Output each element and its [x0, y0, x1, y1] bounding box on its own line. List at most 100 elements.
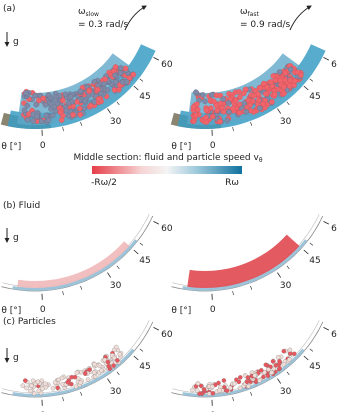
particle — [266, 367, 271, 372]
particle — [29, 383, 34, 389]
bed-bottom — [182, 348, 305, 397]
panel-label: (a) — [3, 4, 16, 14]
particle — [87, 102, 94, 109]
particle — [86, 88, 92, 94]
particle — [265, 373, 271, 379]
annotation-symbol: ω — [78, 7, 86, 17]
minor-tick — [286, 101, 290, 106]
particle — [30, 378, 36, 384]
minor-tick — [116, 101, 120, 106]
particle — [55, 385, 60, 391]
theta-label: θ [°] — [1, 306, 21, 316]
particle — [43, 112, 50, 119]
angle-label: 0 — [210, 411, 216, 412]
particle — [24, 385, 29, 391]
angle-tick — [107, 378, 112, 384]
angle-label: 0 — [210, 141, 216, 151]
particle — [77, 111, 83, 118]
particle — [102, 76, 108, 82]
particle — [30, 118, 36, 124]
particle — [221, 108, 227, 115]
particle — [77, 105, 83, 112]
particle — [232, 97, 239, 104]
particle — [105, 359, 111, 365]
particle — [34, 113, 40, 120]
particle — [287, 66, 294, 73]
angle-tick — [153, 327, 160, 331]
particle — [244, 379, 250, 385]
particle — [252, 373, 258, 378]
fluid-bottom — [182, 239, 308, 291]
panel-label: (c) Particles — [3, 317, 56, 327]
particle — [287, 347, 293, 353]
particle — [275, 354, 281, 360]
particle — [52, 380, 58, 385]
colorbar-max-label: Rω — [225, 178, 239, 188]
particle — [277, 77, 284, 84]
particle — [24, 117, 31, 123]
angle-tick — [277, 272, 282, 278]
particle — [50, 385, 56, 391]
minor-tick — [139, 78, 144, 82]
particle — [32, 92, 38, 99]
angle-tick — [303, 249, 309, 255]
particle — [117, 351, 123, 357]
particle — [42, 102, 49, 108]
particle — [23, 90, 29, 96]
particle — [118, 65, 124, 71]
angle-tick — [133, 85, 139, 91]
annotation-value-line: = 0.9 rad/s — [240, 20, 291, 30]
particle — [246, 383, 251, 389]
particle — [45, 117, 52, 124]
particle — [36, 388, 42, 394]
particle — [40, 386, 45, 391]
angle-tick — [323, 57, 330, 61]
angle-label: 45 — [139, 362, 150, 372]
minor-tick — [232, 397, 234, 402]
minor-tick — [309, 78, 314, 82]
angle-label: 30 — [110, 387, 122, 397]
particle — [259, 368, 264, 373]
particle — [113, 344, 119, 350]
minor-tick — [232, 127, 234, 132]
particle — [237, 385, 243, 391]
angle-label: 30 — [110, 117, 122, 127]
particle — [255, 97, 262, 104]
particle — [232, 381, 237, 387]
angle-label: 45 — [139, 92, 150, 102]
angle-label: 45 — [309, 362, 320, 372]
colorbar-title-main: Middle section: fluid and particle speed… — [74, 153, 260, 163]
angle-label: 45 — [139, 256, 150, 266]
angle-tick — [107, 272, 112, 278]
particle — [78, 380, 83, 385]
particle — [193, 112, 199, 119]
particle — [122, 65, 129, 72]
minor-tick — [62, 291, 64, 296]
particle — [62, 91, 69, 98]
minor-tick — [62, 397, 64, 402]
angle-label: 60 — [331, 224, 337, 234]
angle-label: 0 — [40, 141, 46, 151]
angle-tick — [153, 221, 160, 225]
angle-tick — [277, 108, 282, 114]
particle — [72, 374, 78, 380]
particle — [226, 109, 232, 115]
particle — [251, 93, 257, 99]
fluid-layer — [187, 234, 301, 290]
particle — [21, 107, 28, 113]
particle — [271, 91, 278, 98]
particle — [261, 374, 266, 380]
gravity-label: g — [13, 353, 19, 363]
particle — [82, 371, 88, 376]
particle — [190, 104, 197, 110]
minor-tick — [232, 291, 234, 296]
particle — [70, 112, 76, 118]
angle-label: 45 — [309, 256, 320, 266]
minor-tick — [250, 121, 253, 126]
angle-tick — [133, 249, 139, 255]
particle — [85, 377, 91, 382]
gravity-label: g — [13, 233, 19, 243]
particle — [269, 99, 275, 105]
particle — [264, 84, 270, 91]
minor-tick — [80, 121, 83, 126]
